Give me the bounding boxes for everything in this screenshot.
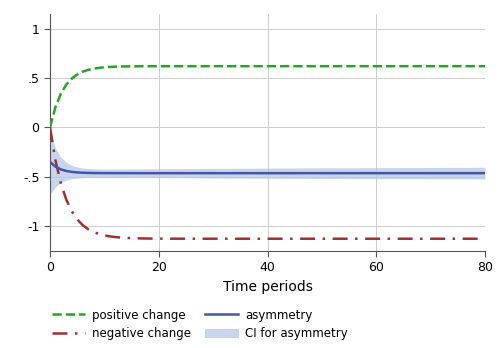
X-axis label: Time periods: Time periods bbox=[222, 279, 312, 293]
Legend: positive change, negative change, asymmetry, CI for asymmetry: positive change, negative change, asymme… bbox=[52, 309, 348, 340]
